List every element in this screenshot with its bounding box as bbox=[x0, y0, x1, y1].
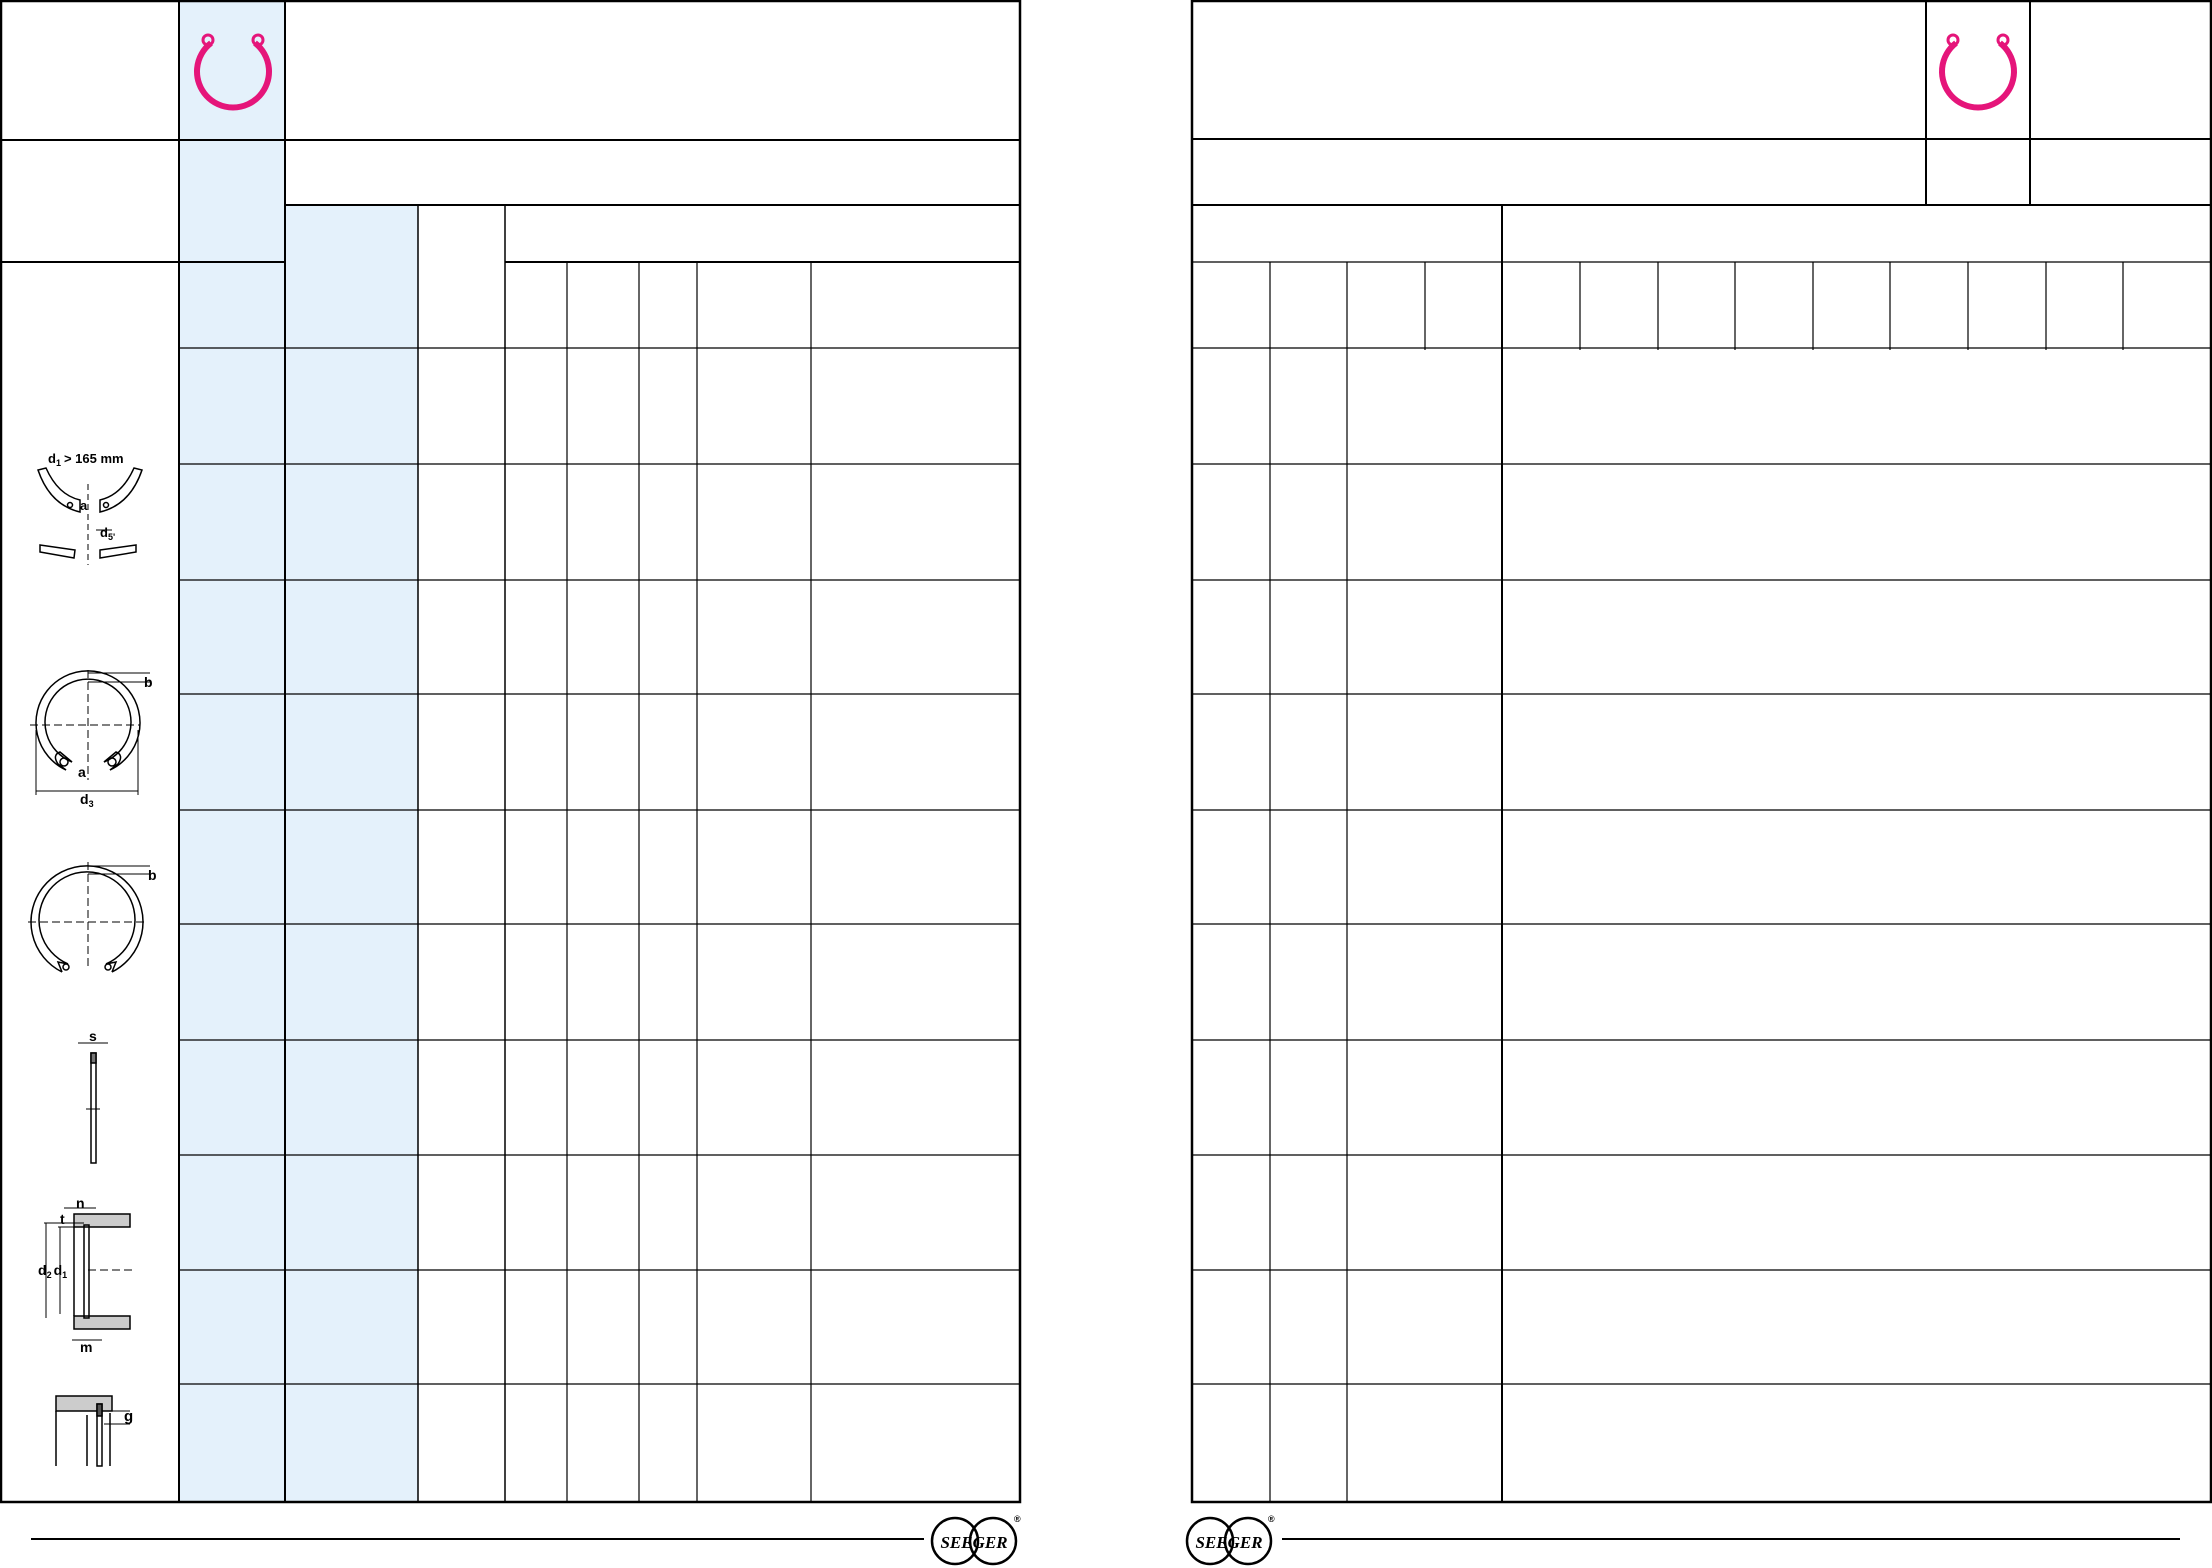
svg-text:SEEGER: SEEGER bbox=[940, 1533, 1007, 1552]
label-b-1: b bbox=[144, 674, 153, 690]
label-g: g bbox=[124, 1408, 133, 1425]
thickness-diagram bbox=[78, 1042, 108, 1164]
label-t: t bbox=[60, 1211, 65, 1227]
label-d3: d3 bbox=[80, 791, 94, 809]
label-s: s bbox=[89, 1028, 97, 1044]
broken-ring-diagram bbox=[37, 467, 143, 565]
edge-detail-diagram bbox=[55, 1395, 130, 1467]
blue-column-fill bbox=[179, 1, 285, 1502]
right-page-table bbox=[1190, 0, 2212, 1504]
internal-circlip-icon bbox=[194, 33, 272, 111]
blue-column-fill-2 bbox=[285, 205, 418, 1502]
label-n: n bbox=[76, 1195, 85, 1211]
seeger-logo-left: SEEGER ® bbox=[930, 1514, 1021, 1566]
internal-circlip-icon bbox=[1939, 33, 2017, 111]
circlip-diagram-2 bbox=[28, 862, 150, 973]
groove-section-diagram bbox=[44, 1207, 136, 1341]
svg-text:®: ® bbox=[1014, 1514, 1021, 1524]
label-d2-d1: d2 d1 bbox=[38, 1262, 67, 1280]
d1-condition-label: d1 > 165 mm bbox=[48, 451, 124, 468]
label-a-1: a bbox=[78, 764, 86, 780]
label-d5: d5' bbox=[100, 525, 115, 542]
circlip-diagram-1 bbox=[30, 670, 150, 795]
label-b-2: b bbox=[148, 867, 157, 883]
label-a-segment: a bbox=[80, 498, 88, 513]
svg-text:SEEGER: SEEGER bbox=[1195, 1533, 1262, 1552]
label-m: m bbox=[80, 1339, 92, 1355]
seeger-logo-right: SEEGER ® bbox=[1185, 1514, 1275, 1566]
svg-text:®: ® bbox=[1268, 1514, 1275, 1524]
left-page-table bbox=[0, 0, 1022, 1504]
